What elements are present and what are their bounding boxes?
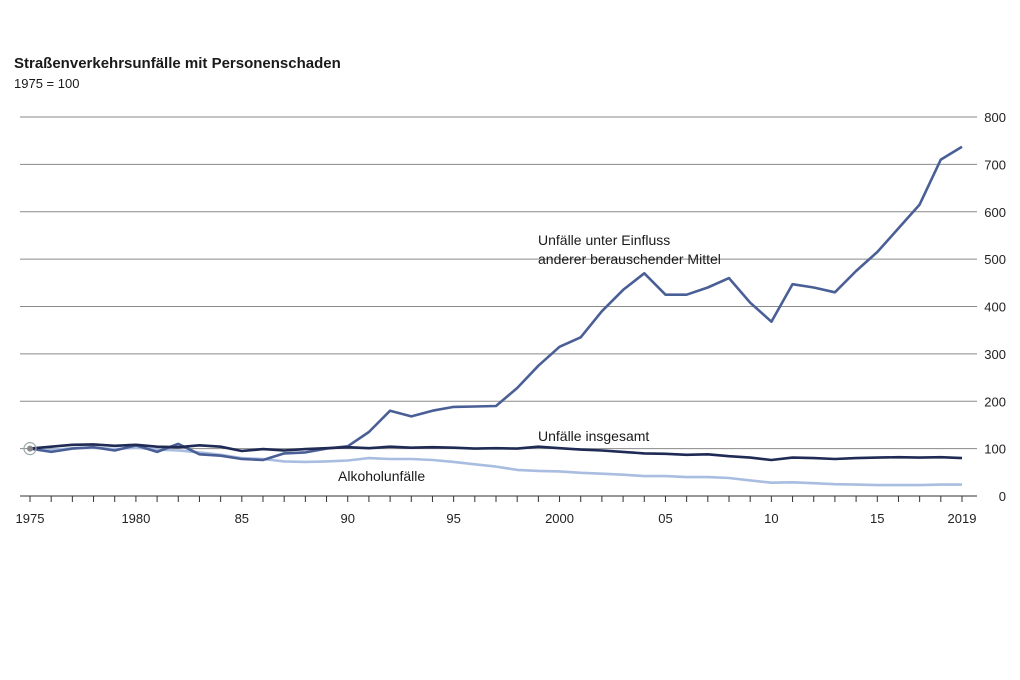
x-tick-label: 05 bbox=[658, 511, 672, 526]
chart-title: Straßenverkehrsunfälle mit Personenschad… bbox=[14, 55, 341, 72]
x-tick-label: 2019 bbox=[948, 511, 977, 526]
x-tick-label: 85 bbox=[235, 511, 249, 526]
x-tick-label: 90 bbox=[340, 511, 354, 526]
series-line-0 bbox=[29, 145, 963, 462]
x-tick-label: 95 bbox=[446, 511, 460, 526]
y-tick-label: 200 bbox=[984, 394, 1006, 409]
base-marker-inner bbox=[27, 445, 33, 452]
chart-subtitle: 1975 = 100 bbox=[14, 76, 80, 91]
series-lines bbox=[23, 145, 963, 487]
y-tick-label: 0 bbox=[999, 489, 1006, 504]
base-marker-outer bbox=[23, 442, 37, 456]
series-labels: Unfälle unter Einfluss anderer berauschen… bbox=[338, 232, 721, 484]
gridlines bbox=[20, 116, 977, 450]
series-label-2: Alkoholunfälle bbox=[338, 468, 425, 484]
x-tick-label: 1980 bbox=[121, 511, 150, 526]
series-line-2 bbox=[29, 446, 962, 487]
series-label-0: anderer berauschender Mittel bbox=[538, 251, 721, 267]
x-axis: 1975 1980 85 90 95 2000 05 10 15 2019 bbox=[16, 495, 977, 526]
x-tick-label: 10 bbox=[764, 511, 778, 526]
y-tick-label: 700 bbox=[984, 157, 1006, 172]
x-tick-label: 2000 bbox=[545, 511, 574, 526]
x-tick-label: 15 bbox=[870, 511, 884, 526]
x-tick-label: 1975 bbox=[16, 511, 45, 526]
y-tick-label: 100 bbox=[984, 442, 1006, 457]
series-label-1: Unfälle insgesamt bbox=[538, 428, 649, 444]
y-axis: 0 100 200 300 400 500 600 700 800 bbox=[984, 110, 1006, 504]
series-label-0: Unfälle unter Einfluss bbox=[538, 232, 670, 248]
y-tick-label: 300 bbox=[984, 347, 1006, 362]
y-tick-label: 400 bbox=[984, 300, 1006, 315]
y-tick-label: 500 bbox=[984, 252, 1006, 267]
series-line-1 bbox=[29, 443, 963, 462]
y-tick-label: 800 bbox=[984, 110, 1006, 125]
y-tick-label: 600 bbox=[984, 205, 1006, 220]
